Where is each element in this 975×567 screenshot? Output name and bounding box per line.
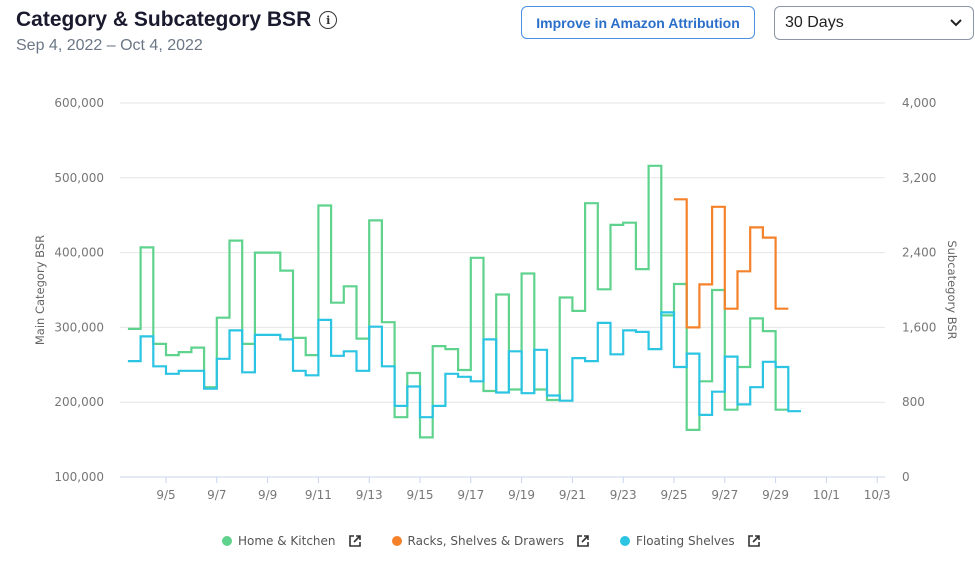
- y2-tick-label: 4,000: [902, 96, 936, 110]
- period-select[interactable]: 30 Days: [774, 6, 974, 40]
- y-tick-label: 600,000: [54, 96, 104, 110]
- series-line-racks-shelves-drawers[interactable]: [674, 198, 789, 329]
- y2-tick-label: 800: [902, 395, 925, 409]
- x-tick-label: 9/25: [661, 488, 688, 502]
- y2-tick-label: 0: [902, 470, 910, 484]
- x-tick-label: 9/21: [559, 488, 586, 502]
- series-line-floating-shelves[interactable]: [127, 311, 801, 419]
- legend-label: Racks, Shelves & Drawers: [407, 534, 564, 548]
- y2-axis-label: Subcategory BSR: [945, 240, 959, 339]
- x-tick-label: 9/15: [407, 488, 434, 502]
- legend-item[interactable]: Home & Kitchen: [222, 534, 362, 548]
- x-tick-label: 9/9: [258, 488, 277, 502]
- x-tick-label: 10/1: [813, 488, 840, 502]
- chart-legend: Home & Kitchen Racks, Shelves & Drawers Fl…: [222, 534, 791, 548]
- legend-item[interactable]: Floating Shelves: [619, 534, 761, 548]
- external-link-icon[interactable]: [348, 534, 362, 548]
- external-link-icon[interactable]: [747, 534, 761, 548]
- bsr-chart: 600,000 500,000 400,000 300,000 200,000 100,0…: [33, 96, 959, 502]
- legend-dot-icon: [391, 536, 402, 546]
- y2-tick-label: 2,400: [902, 246, 936, 260]
- y-tick-label: 400,000: [54, 246, 104, 260]
- y2-tick-label: 1,600: [902, 320, 936, 334]
- chart-title-text: Category & Subcategory BSR: [16, 8, 312, 31]
- chevron-down-icon: [950, 19, 962, 27]
- period-select-value: 30 Days: [785, 14, 844, 31]
- y-axis-label: Main Category BSR: [33, 235, 47, 345]
- y-tick-label: 500,000: [54, 171, 104, 185]
- x-tick-label: 9/23: [610, 488, 637, 502]
- x-tick-label: 10/3: [864, 488, 891, 502]
- legend-label: Home & Kitchen: [238, 534, 336, 548]
- x-tick-label: 9/29: [762, 488, 789, 502]
- x-tick-label: 9/19: [508, 488, 535, 502]
- improve-attribution-button[interactable]: Improve in Amazon Attribution: [521, 6, 755, 39]
- y2-tick-label: 3,200: [902, 171, 936, 185]
- y-tick-label: 300,000: [54, 320, 104, 334]
- legend-dot-icon: [222, 536, 232, 546]
- y-tick-label: 100,000: [54, 470, 104, 484]
- series-line-home-kitchen[interactable]: [127, 164, 789, 439]
- x-tick-label: 9/27: [711, 488, 738, 502]
- info-icon[interactable]: i: [319, 11, 338, 29]
- legend-label: Floating Shelves: [635, 534, 735, 548]
- x-tick-label: 9/13: [356, 488, 383, 502]
- x-tick-label: 9/17: [457, 488, 484, 502]
- legend-item[interactable]: Racks, Shelves & Drawers: [391, 534, 590, 548]
- chart-title: Category & Subcategory BSR i: [16, 8, 338, 32]
- date-range: Sep 4, 2022 – Oct 4, 2022: [16, 37, 203, 54]
- x-tick-label: 9/7: [207, 488, 226, 502]
- x-tick-label: 9/11: [305, 488, 332, 502]
- external-link-icon[interactable]: [576, 534, 590, 548]
- legend-dot-icon: [619, 536, 630, 546]
- y-tick-label: 200,000: [54, 395, 104, 409]
- x-tick-label: 9/5: [156, 488, 175, 502]
